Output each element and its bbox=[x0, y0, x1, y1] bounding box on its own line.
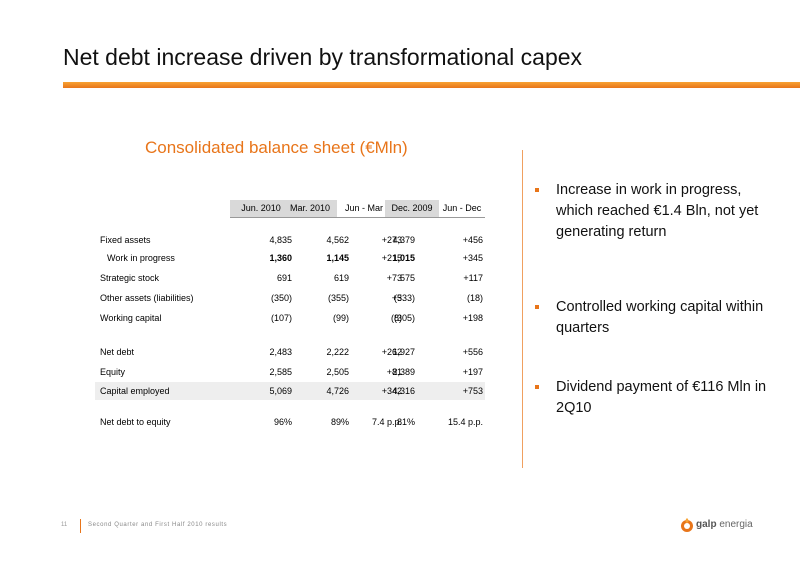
cell-mar-2010: (355) bbox=[327, 293, 349, 303]
table-title: Consolidated balance sheet (€Mln) bbox=[145, 138, 408, 157]
logo-suffix: energia bbox=[719, 519, 753, 530]
logo-wordmark: galp energia bbox=[696, 519, 753, 530]
footer-text: Second Quarter and First Half 2010 resul… bbox=[88, 522, 228, 528]
cell-jun-mar: 7.4 p.p. bbox=[371, 417, 402, 427]
table-row: Other assets (liabilities) (350) (355) +… bbox=[95, 289, 485, 307]
row-label: Fixed assets bbox=[100, 235, 151, 245]
header-divider bbox=[230, 217, 485, 218]
cell-dec-2009: 4,316 bbox=[392, 386, 415, 396]
page-number: 11 bbox=[61, 522, 68, 528]
cell-mar-2010: (99) bbox=[332, 313, 349, 323]
cell-jun-mar: +342 bbox=[381, 386, 402, 396]
cell-jun-2010: (350) bbox=[270, 293, 292, 303]
table-row: Work in progress 1,360 1,145 +215 1,015 … bbox=[95, 249, 485, 267]
cell-jun-dec: +753 bbox=[462, 386, 483, 396]
cell-jun-dec: +197 bbox=[462, 367, 483, 377]
cell-dec-2009: 4,379 bbox=[392, 235, 415, 245]
cell-jun-mar: +73 bbox=[386, 273, 402, 283]
table-row: Working capital (107) (99) (8) (305) +19… bbox=[95, 309, 485, 327]
bullet-text: Controlled working capital within quarte… bbox=[556, 299, 764, 336]
bullet-square-icon bbox=[535, 188, 539, 192]
cell-jun-2010: 691 bbox=[276, 273, 292, 283]
vertical-divider bbox=[522, 150, 523, 468]
table-row: Equity 2,585 2,505 +81 2,389 +197 bbox=[95, 363, 485, 381]
row-label: Capital employed bbox=[100, 386, 170, 396]
cell-dec-2009: 81% bbox=[396, 417, 415, 427]
row-label: Other assets (liabilities) bbox=[100, 293, 194, 303]
cell-jun-dec: (18) bbox=[466, 293, 483, 303]
bullet-text: Increase in work in progress, which reac… bbox=[556, 182, 759, 240]
cell-mar-2010: 4,726 bbox=[326, 386, 349, 396]
cell-mar-2010: 4,562 bbox=[326, 235, 349, 245]
row-label: Net debt bbox=[100, 347, 135, 357]
cell-mar-2010: 89% bbox=[330, 417, 349, 427]
cell-jun-2010: 2,585 bbox=[269, 367, 292, 377]
row-label: Work in progress bbox=[107, 253, 175, 263]
row-label: Net debt to equity bbox=[100, 417, 171, 427]
cell-jun-2010: (107) bbox=[270, 313, 292, 323]
cell-mar-2010: 1,145 bbox=[326, 253, 349, 263]
cell-dec-2009: (333) bbox=[393, 293, 415, 303]
slide-title: Net debt increase driven by transformati… bbox=[63, 44, 583, 70]
cell-mar-2010: 619 bbox=[333, 273, 349, 283]
galp-flame-icon bbox=[681, 518, 693, 532]
cell-dec-2009: 1,015 bbox=[392, 253, 415, 263]
cell-jun-dec: +117 bbox=[463, 273, 483, 283]
column-header-jun-2010: Jun. 2010 bbox=[230, 200, 292, 217]
cell-jun-2010: 4,835 bbox=[269, 235, 292, 245]
cell-mar-2010: 2,505 bbox=[326, 367, 349, 377]
cell-jun-2010: 2,483 bbox=[269, 347, 292, 357]
cell-jun-2010: 1,360 bbox=[269, 253, 292, 263]
row-label: Strategic stock bbox=[100, 273, 160, 283]
footer-separator bbox=[80, 519, 81, 533]
cell-dec-2009: 1,927 bbox=[392, 347, 415, 357]
cell-jun-2010: 5,069 bbox=[269, 386, 292, 396]
cell-jun-dec: +198 bbox=[462, 313, 483, 323]
column-header-mar-2010: Mar. 2010 bbox=[283, 200, 337, 217]
cell-mar-2010: 2,222 bbox=[326, 347, 349, 357]
cell-jun-mar: +5 bbox=[391, 293, 402, 303]
cell-dec-2009: 2,389 bbox=[392, 367, 415, 377]
title-underline-bar bbox=[63, 82, 800, 88]
table-row: Net debt 2,483 2,222 +262 1,927 +556 bbox=[95, 343, 485, 361]
bullet-text: Dividend payment of €116 Mln in 2Q10 bbox=[556, 379, 767, 416]
table-row: Strategic stock 691 619 +73 575 +117 bbox=[95, 269, 485, 287]
cell-jun-dec: +556 bbox=[462, 347, 483, 357]
bullet-square-icon bbox=[535, 385, 539, 389]
galp-logo: galp energia bbox=[680, 514, 770, 536]
cell-jun-mar: +81 bbox=[386, 367, 402, 377]
table-row-highlighted: Capital employed 5,069 4,726 +342 4,316 … bbox=[95, 382, 485, 400]
cell-jun-mar: +215 bbox=[381, 253, 402, 263]
cell-jun-mar: +262 bbox=[381, 347, 402, 357]
column-header-jun-mar: Jun - Mar bbox=[344, 203, 383, 213]
cell-jun-dec: +345 bbox=[462, 253, 483, 263]
row-label: Working capital bbox=[100, 313, 162, 323]
cell-jun-mar: (8) bbox=[391, 313, 402, 323]
table-row: Fixed assets 4,835 4,562 +273 4,379 +456 bbox=[95, 231, 485, 249]
cell-jun-mar: +273 bbox=[381, 235, 402, 245]
table-row: Net debt to equity 96% 89% 7.4 p.p. 81% … bbox=[95, 413, 485, 431]
row-label: Equity bbox=[100, 367, 126, 377]
cell-jun-2010: 96% bbox=[273, 417, 292, 427]
column-header-dec-2009: Dec. 2009 bbox=[385, 200, 439, 217]
column-header-jun-dec: Jun - Dec bbox=[442, 203, 482, 213]
cell-jun-dec: 15.4 p.p. bbox=[447, 417, 483, 427]
bullet-square-icon bbox=[535, 305, 539, 309]
cell-dec-2009: 575 bbox=[399, 273, 415, 283]
cell-dec-2009: (305) bbox=[393, 313, 415, 323]
cell-jun-dec: +456 bbox=[462, 235, 483, 245]
logo-brand: galp bbox=[696, 519, 717, 530]
